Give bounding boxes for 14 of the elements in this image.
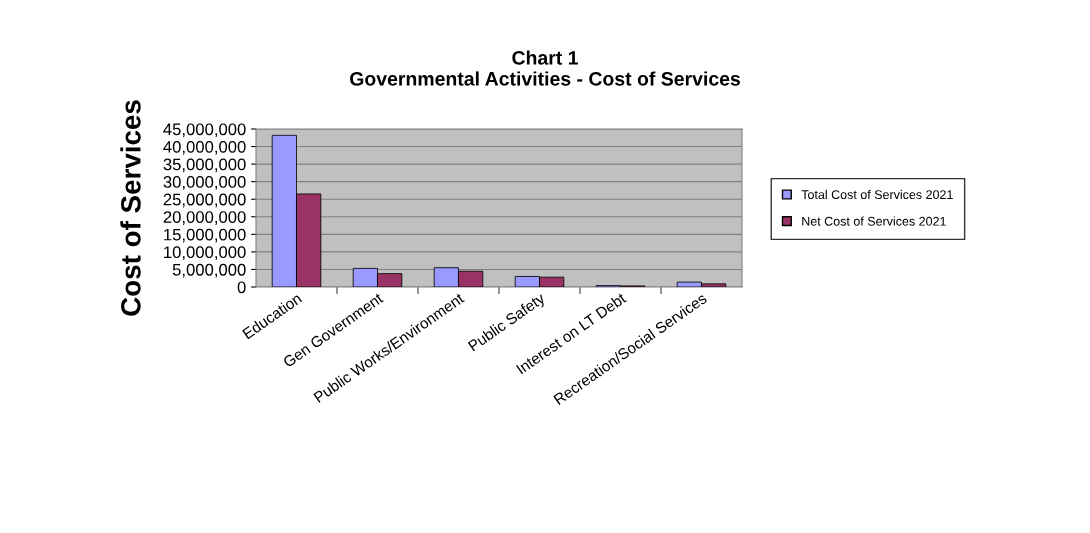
y-tick-label: 20,000,000 xyxy=(163,211,246,225)
y-tick-label: 30,000,000 xyxy=(163,176,246,190)
y-tick-label: 35,000,000 xyxy=(163,158,246,173)
y-tick-label: 0 xyxy=(237,281,246,294)
chart-title: Chart 1 Governmental Activities - Cost of Services xyxy=(350,50,740,86)
y-tick-label: 15,000,000 xyxy=(164,228,246,243)
legend-label: Net Cost of Services 2021 xyxy=(802,216,946,226)
legend-label: Total Cost of Services 2021 xyxy=(801,189,953,200)
y-axis-title: Cost of Services xyxy=(120,100,141,316)
y-tick-label: 5,000,000 xyxy=(172,263,246,278)
y-tick-label: 45,000,000 xyxy=(163,123,246,138)
y-tick-label: 25,000,000 xyxy=(163,193,246,208)
y-tick-label: 40,000,000 xyxy=(163,140,246,155)
y-tick-label: 10,000,000 xyxy=(164,246,246,261)
